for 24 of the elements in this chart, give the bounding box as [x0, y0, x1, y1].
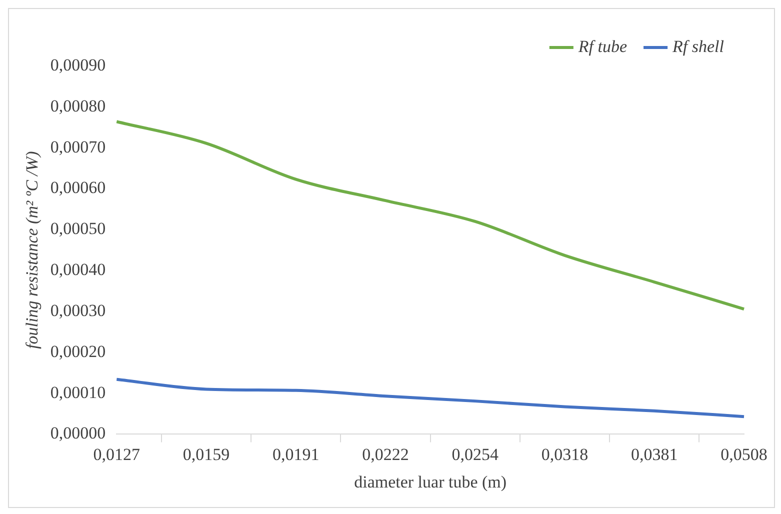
y-tick-label: 0,00070: [50, 137, 106, 156]
x-tick-label: 0,0381: [631, 444, 678, 464]
y-tick-label: 0,00030: [50, 300, 106, 320]
x-tick-label: 0,0127: [93, 444, 141, 464]
line-series: [115, 378, 746, 418]
x-axis-title: diameter luar tube (m): [354, 472, 507, 492]
y-tick-label: 0,00010: [50, 382, 106, 402]
y-tick-label: 0,00040: [50, 260, 106, 280]
y-axis-title: fouling resistance (m² ºC /W): [22, 150, 42, 349]
legend-label: Rf shell: [672, 36, 724, 56]
x-tick-label: 0,0318: [541, 444, 588, 464]
y-tick-label: 0,00080: [50, 96, 106, 116]
x-tick-label: 0,0508: [720, 444, 768, 464]
y-tick-label: 0,00000: [50, 424, 106, 443]
legend-label: Rf tube: [577, 36, 628, 56]
y-tick-label: 0,00060: [50, 178, 106, 198]
x-tick-label: 0,0191: [272, 444, 320, 464]
x-tick-label: 0,0254: [452, 444, 500, 464]
x-tick-label: 0,0222: [362, 444, 409, 464]
x-tick-label: 0,0159: [182, 444, 230, 464]
y-tick-label: 0,00020: [50, 342, 106, 361]
line-series: [115, 120, 746, 311]
y-tick-label: 0,00090: [50, 55, 106, 74]
y-tick-label: 0,00050: [50, 219, 106, 238]
